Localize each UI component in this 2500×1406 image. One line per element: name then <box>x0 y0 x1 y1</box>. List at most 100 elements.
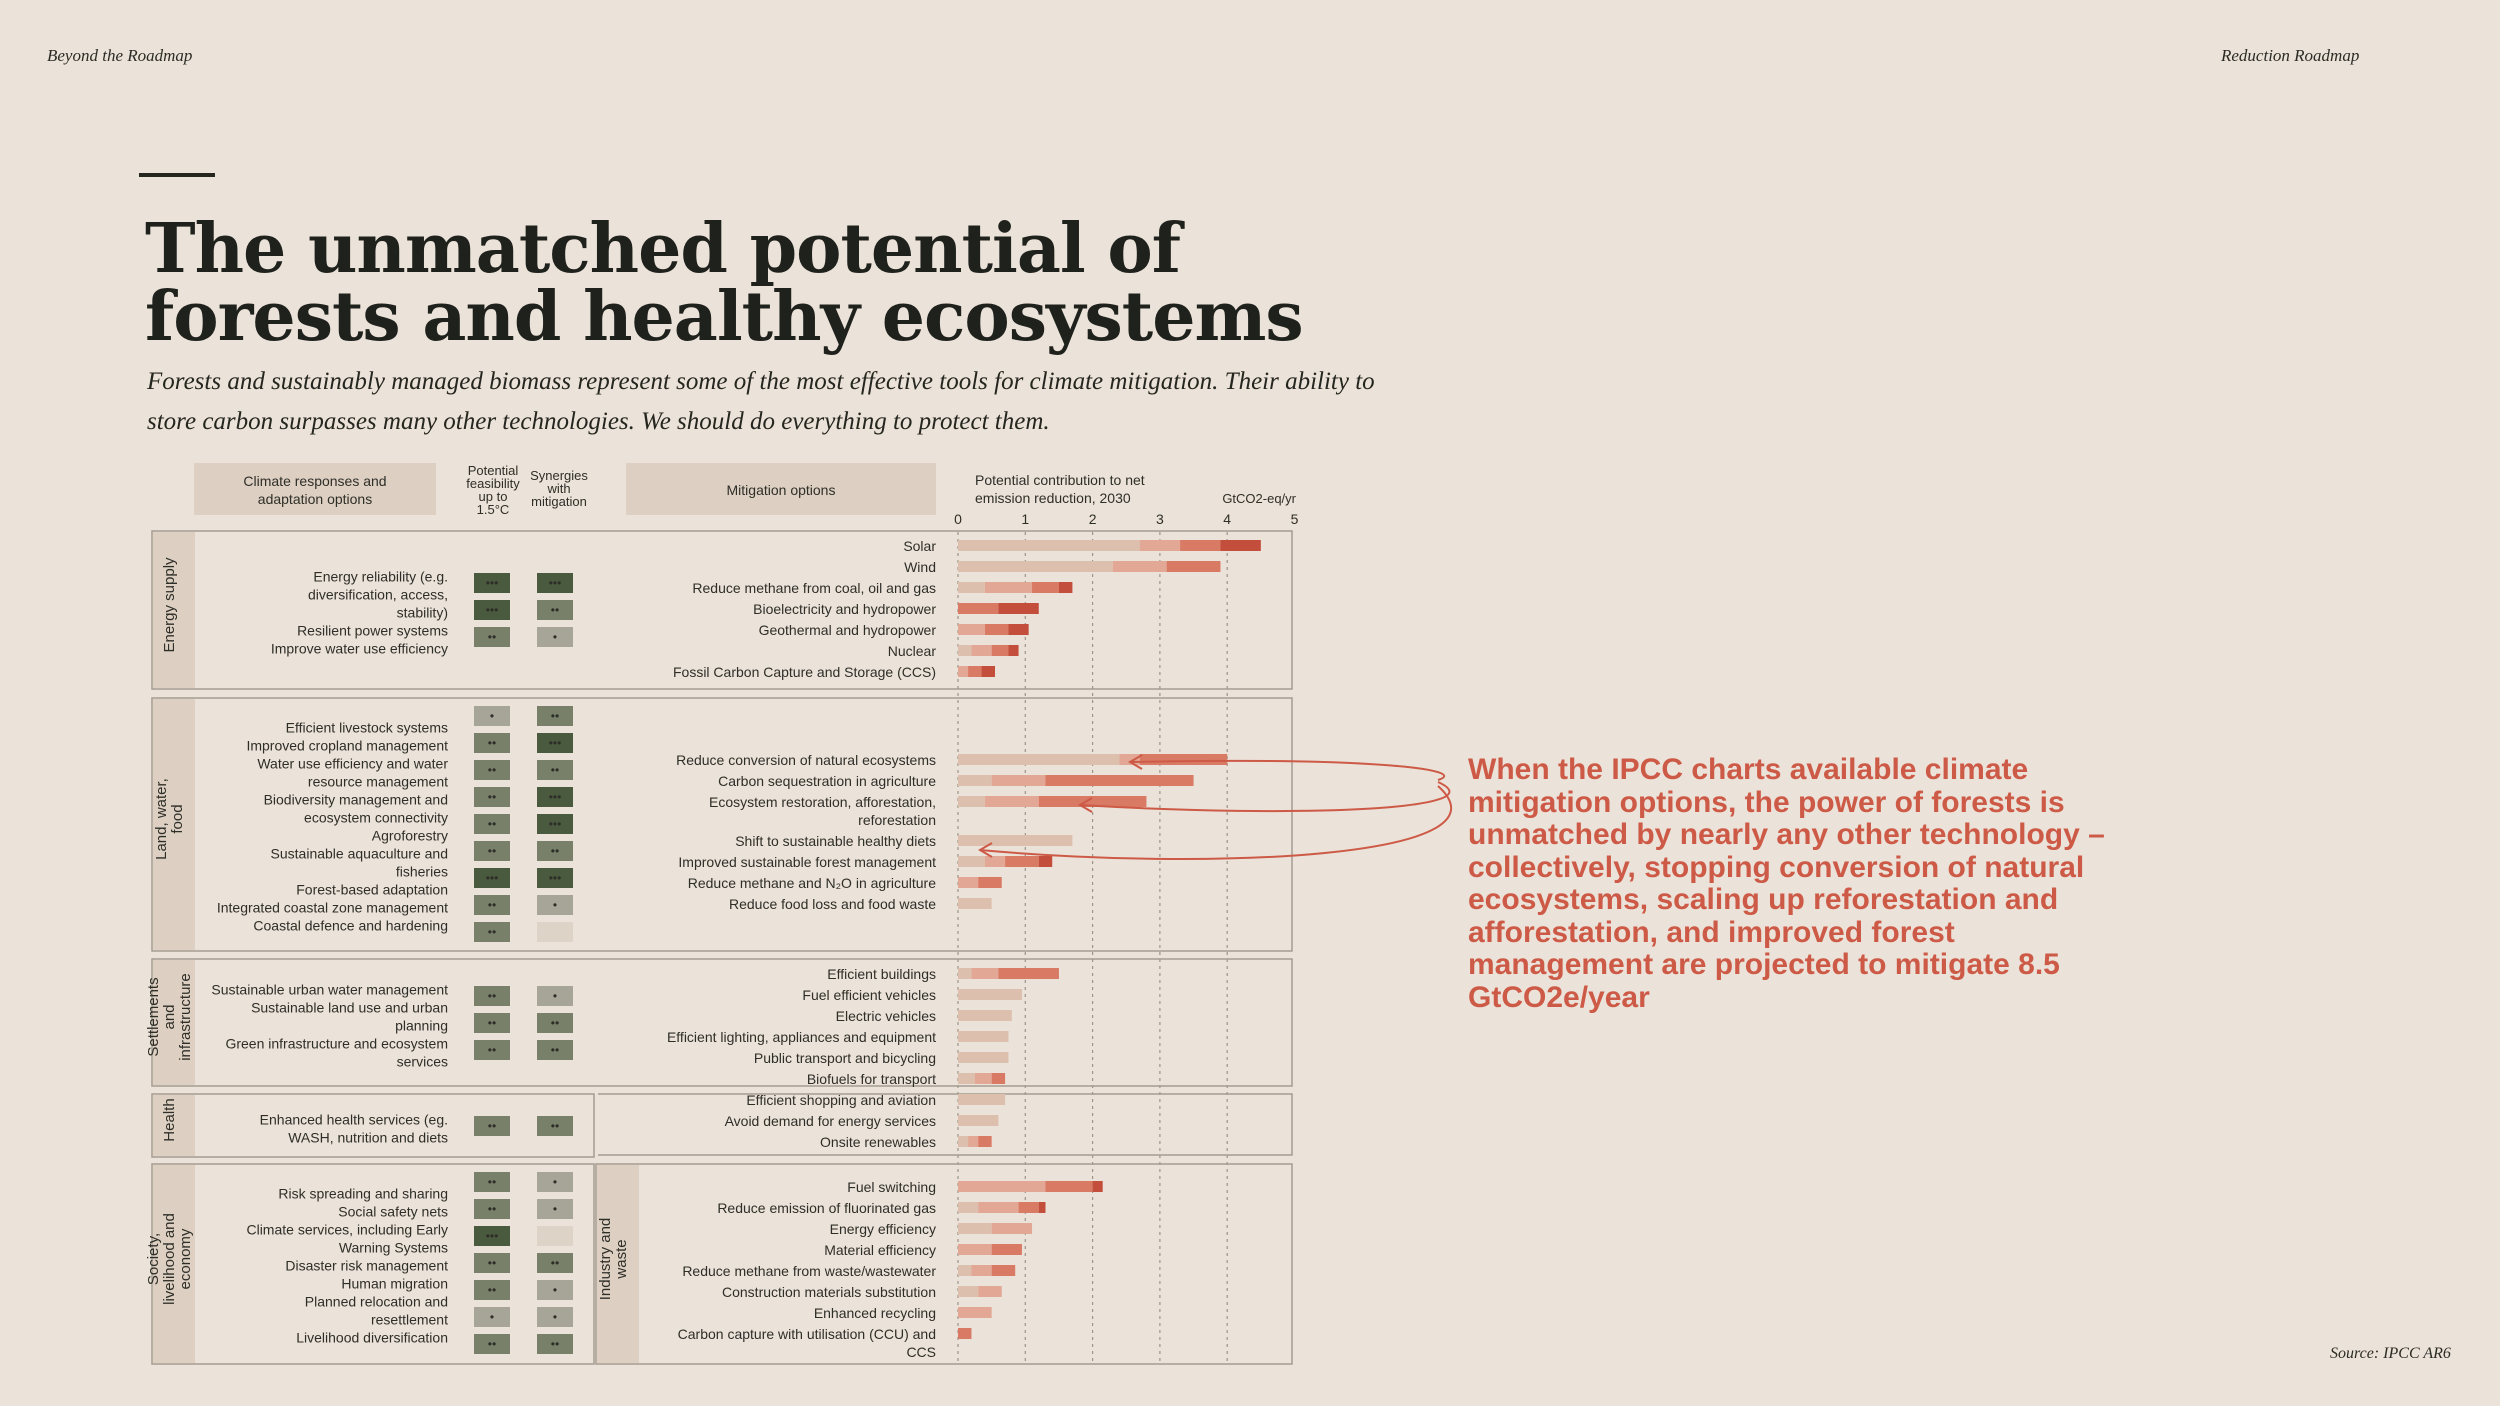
bar-segment <box>958 1328 972 1339</box>
feasibility-indicator <box>474 600 510 620</box>
bar-segment <box>958 1094 1006 1105</box>
synergies-indicator-dots: •• <box>551 1016 559 1030</box>
feasibility-indicator-dots: •• <box>488 1016 496 1030</box>
bar-segment <box>978 1286 1002 1297</box>
synergies-indicator <box>537 868 573 888</box>
feasibility-column-header: up to <box>479 489 508 504</box>
bar-segment <box>978 877 1002 888</box>
bar-segment <box>1045 1181 1093 1192</box>
feasibility-indicator-dots: •• <box>488 1175 496 1189</box>
adaptation-option-label: Sustainable urban water management <box>211 982 448 998</box>
feasibility-indicator-dots: •• <box>488 790 496 804</box>
adaptation-column-header: adaptation options <box>258 491 372 507</box>
synergies-indicator <box>537 1116 573 1136</box>
synergies-indicator <box>537 814 573 834</box>
bar-segment <box>958 540 1140 551</box>
adaptation-option-label: Forest-based adaptation <box>296 882 448 898</box>
bar-segment <box>958 775 992 786</box>
adaptation-option-label: Improve water use efficiency <box>271 641 448 657</box>
synergies-indicator <box>537 733 573 753</box>
adaptation-option-label: Sustainable aquaculture and <box>271 846 448 862</box>
section-label: Energy supply <box>161 557 178 653</box>
bar-segment <box>958 1073 975 1084</box>
feasibility-indicator <box>474 1334 510 1354</box>
section-label-bg <box>153 532 195 688</box>
adaptation-option-label: planning <box>395 1018 448 1034</box>
bar-segment <box>1032 582 1059 593</box>
feasibility-indicator <box>474 1280 510 1300</box>
bar-segment <box>1038 1202 1046 1213</box>
section-label: Settlements <box>145 977 162 1056</box>
feasibility-indicator <box>474 627 510 647</box>
synergies-indicator <box>537 1226 573 1246</box>
feasibility-indicator-dots: •• <box>488 630 496 644</box>
section-label: Industry and <box>597 1218 614 1301</box>
synergies-indicator <box>537 1334 573 1354</box>
mitigation-option-label: Reduce emission of fluorinated gas <box>717 1200 936 1216</box>
synergies-indicator-dots: •• <box>551 709 559 723</box>
bar-segment <box>991 1265 1016 1276</box>
bar-segment <box>1038 796 1147 807</box>
adaptation-option-label: ecosystem connectivity <box>304 810 448 826</box>
section-label-bg <box>597 1165 639 1363</box>
bar-segment <box>1005 856 1039 867</box>
bar-segment <box>984 856 1006 867</box>
section-label: food <box>169 804 186 833</box>
x-tick-label: 5 <box>1291 511 1299 527</box>
section-label: Society, <box>145 1233 162 1285</box>
synergies-indicator-dots: ••• <box>549 736 562 750</box>
bar-segment <box>1058 582 1073 593</box>
section-label: infrastructure <box>177 973 194 1061</box>
feasibility-indicator <box>474 760 510 780</box>
synergies-indicator <box>537 841 573 861</box>
mitigation-option-label: Carbon capture with utilisation (CCU) an… <box>678 1326 936 1342</box>
mitigation-option-label: Onsite renewables <box>820 1134 936 1150</box>
synergies-indicator <box>537 1280 573 1300</box>
bar-segment <box>1139 540 1181 551</box>
synergies-indicator <box>537 895 573 915</box>
mitigation-option-label: Avoid demand for energy services <box>725 1113 936 1129</box>
feasibility-indicator-dots: ••• <box>486 576 499 590</box>
mitigation-option-label: Biofuels for transport <box>807 1071 936 1087</box>
synergies-indicator <box>537 1040 573 1060</box>
bar-segment <box>991 1244 1022 1255</box>
adaptation-option-label: Climate services, including Early <box>246 1222 448 1238</box>
adaptation-option-label: Agroforestry <box>372 828 448 844</box>
bar-segment <box>981 666 996 677</box>
synergies-indicator-dots: • <box>553 630 557 644</box>
bar-segment <box>958 603 999 614</box>
feasibility-indicator <box>474 868 510 888</box>
feasibility-indicator <box>474 895 510 915</box>
potential-column-header: Potential contribution to net <box>975 472 1145 488</box>
section-label-bg <box>153 1095 195 1156</box>
mitigation-option-label: Fossil Carbon Capture and Storage (CCS) <box>673 664 936 680</box>
bar-segment <box>958 989 1022 1000</box>
bar-segment <box>971 1265 992 1276</box>
x-tick-label: 4 <box>1223 511 1231 527</box>
mitigation-option-label: Enhanced recycling <box>814 1305 936 1321</box>
bar-segment <box>1038 856 1053 867</box>
bar-segment <box>958 1115 999 1126</box>
adaptation-column-header: Climate responses and <box>243 473 386 489</box>
feasibility-indicator-dots: •• <box>488 1337 496 1351</box>
section-label-bg <box>153 960 195 1085</box>
section-label-bg <box>153 699 195 950</box>
mitigation-option-label: Electric vehicles <box>836 1008 936 1024</box>
section-frame <box>151 530 1293 690</box>
synergies-indicator <box>537 760 573 780</box>
feasibility-column-header: 1.5°C <box>477 502 510 517</box>
mitigation-header-bg <box>626 463 936 515</box>
bar-segment <box>1220 540 1261 551</box>
adaptation-option-label: Disaster risk management <box>285 1258 448 1274</box>
bar-segment <box>1119 754 1140 765</box>
synergies-column-header: with <box>546 481 570 496</box>
bar-segment <box>958 1031 1009 1042</box>
mitigation-option-label: Fuel switching <box>847 1179 936 1195</box>
feasibility-indicator <box>474 922 510 942</box>
feasibility-indicator-dots: •• <box>488 736 496 750</box>
synergies-indicator-dots: ••• <box>549 576 562 590</box>
x-tick-label: 1 <box>1021 511 1029 527</box>
section-frame <box>151 958 1293 1087</box>
feasibility-indicator-dots: ••• <box>486 603 499 617</box>
synergies-indicator <box>537 1199 573 1219</box>
